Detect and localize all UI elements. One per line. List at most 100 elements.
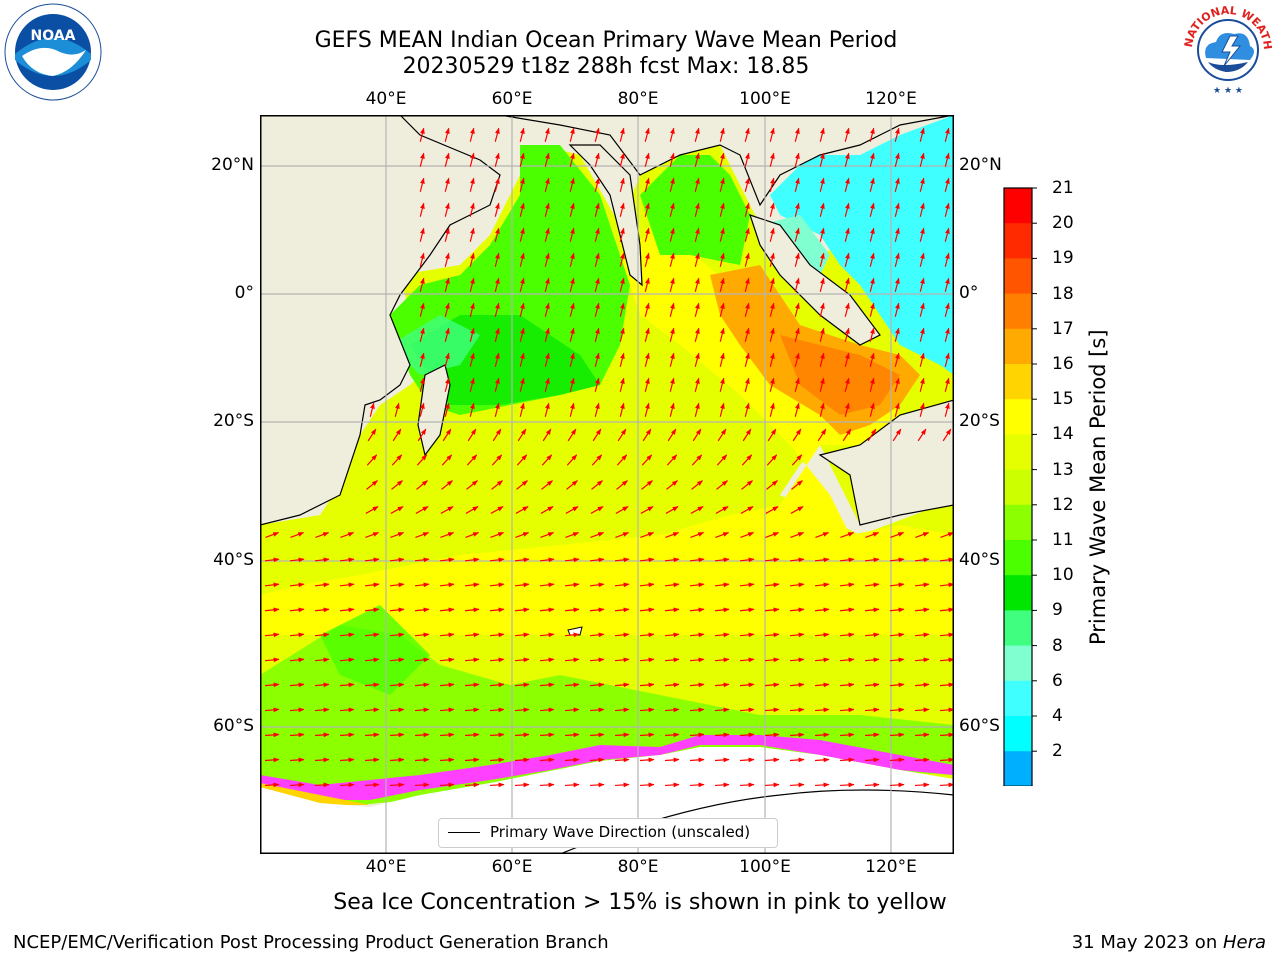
wave-arrow [619,202,625,217]
wave-arrow [744,377,750,392]
wave-arrow [464,707,480,713]
wave-arrow [814,657,830,663]
wave-arrow [364,707,380,713]
wave-arrow [339,732,355,738]
wave-arrow [867,428,877,442]
wave-arrow [644,177,650,192]
wave-arrow [414,582,430,588]
wave-arrow [390,532,405,538]
wave-arrow [739,582,755,588]
wave-arrow [314,582,330,588]
wave-arrow [290,532,305,538]
colorbar-segment [1004,716,1032,752]
wave-arrow [664,682,680,688]
wave-arrow [764,582,780,588]
wave-arrow [419,327,425,342]
wave-arrow [944,202,950,217]
wave-arrow [644,252,650,267]
wave-arrow [414,782,430,788]
wave-arrow [564,757,580,763]
wave-arrow [544,327,550,342]
wave-arrow [744,252,750,267]
wave-arrow [694,402,700,417]
wave-arrow [469,177,475,192]
wave-arrow [689,632,705,638]
wave-arrow [389,732,405,738]
wave-arrow [939,682,954,688]
wave-arrow [765,506,779,514]
wave-arrow [564,657,580,663]
wave-arrow [439,657,455,663]
wave-arrow [664,557,680,563]
lat-tick-left-40s: 40°S [213,550,254,570]
wave-arrow [714,757,730,763]
wave-arrow [639,757,655,763]
wave-arrow [869,127,875,142]
wave-arrow [489,557,505,563]
wave-arrow [414,682,430,688]
wave-arrow [489,682,505,688]
wave-arrow [614,557,630,563]
wave-arrow [614,732,630,738]
wave-arrow [919,202,925,217]
wave-arrow [544,402,550,417]
wave-arrow [764,682,780,688]
wave-arrow [465,506,479,514]
wave-arrow [519,227,525,242]
wave-arrow [464,582,480,588]
wave-arrow [694,302,700,317]
wave-arrow [314,732,330,738]
wave-arrow [844,352,850,367]
wave-arrow [417,428,427,442]
lat-tick-right-20n: 20°N [959,155,1002,175]
colorbar-segment [1004,504,1032,541]
wave-arrow [567,428,577,442]
wave-arrow [939,782,954,788]
wave-arrow [664,582,680,588]
wave-arrow [469,127,475,142]
wave-arrow [919,302,925,317]
colorbar-tick-label: 8 [1052,635,1063,656]
wave-arrow [519,202,525,217]
wave-arrow [794,152,800,167]
wave-arrow [519,127,525,142]
wave-arrow [889,707,905,713]
wave-arrow [839,757,855,763]
wave-arrow [666,480,678,490]
wave-arrow [919,402,925,417]
wave-arrow [339,707,355,713]
wave-arrow [265,532,280,538]
wave-arrow [689,782,705,788]
wave-arrow [589,757,605,763]
colorbar-segment [1004,540,1032,576]
colorbar-tick-label: 21 [1052,178,1074,198]
wave-arrow [691,454,703,466]
wave-arrow [416,480,428,490]
wave-arrow [819,352,825,367]
wave-arrow [766,480,778,490]
wave-arrow [539,657,555,663]
wave-arrow [614,582,630,588]
wave-arrow [939,757,954,763]
colorbar-segment [1004,575,1032,611]
wave-arrow [764,782,780,788]
wave-arrow [869,177,875,192]
wave-arrow [819,302,825,317]
wave-arrow [589,632,605,638]
wave-arrow [639,732,655,738]
wave-arrow [839,707,855,713]
wave-arrow [944,352,950,367]
wave-arrow [666,454,678,466]
wave-arrow [644,227,650,242]
wave-arrow [517,428,527,442]
lat-tick-right-60s: 60°S [959,716,1000,736]
wave-arrow [439,682,455,688]
wave-arrow [789,607,805,613]
wave-arrow [442,428,452,442]
wave-arrow [769,327,775,342]
wave-arrow [614,632,630,638]
wave-arrow [919,377,925,392]
wave-arrow [469,277,475,292]
wave-arrow [794,302,800,317]
wave-arrow [769,352,775,367]
